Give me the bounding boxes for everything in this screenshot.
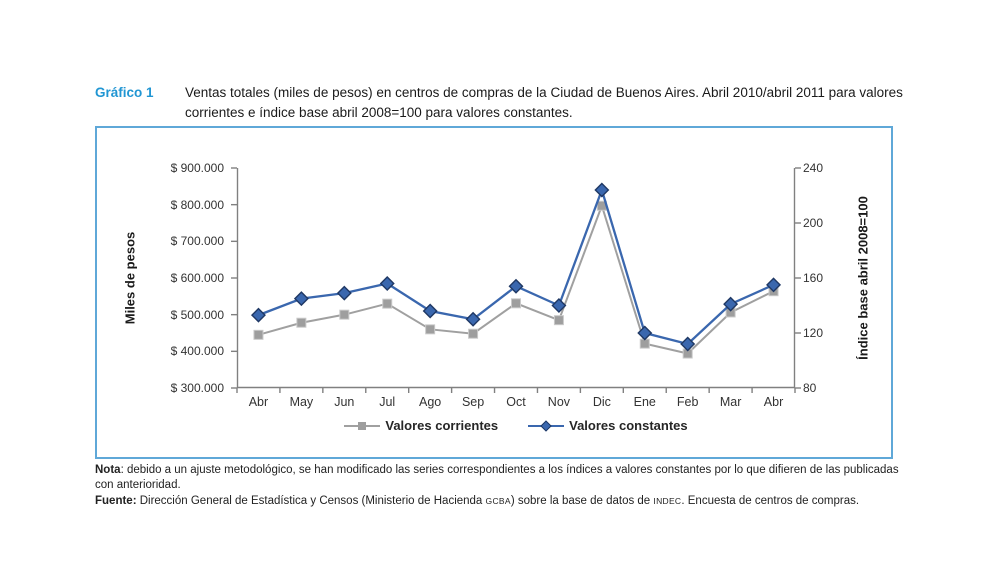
x-axis-tick-label: Jun: [334, 395, 355, 409]
diamond-marker-icon: [336, 285, 352, 301]
y-axis-tick-label: $ 800.000: [170, 197, 224, 212]
square-marker-icon: [339, 309, 350, 320]
y2-axis-tick-label: 120: [803, 326, 824, 340]
y-axis-tick-label: $ 700.000: [170, 234, 224, 249]
square-marker-icon: [344, 420, 381, 432]
square-marker-icon: [468, 328, 479, 339]
x-axis-tick-label: Abr: [763, 395, 784, 409]
x-axis-tick-label: Sep: [461, 395, 485, 409]
footnotes: Nota: debido a un ajuste metodológico, s…: [95, 463, 909, 509]
x-axis-tick-label: Nov: [547, 395, 571, 409]
square-marker-icon: [425, 324, 436, 335]
note-line: Nota: debido a un ajuste metodológico, s…: [95, 463, 909, 494]
diamond-marker-icon: [594, 182, 610, 198]
chart-legend: Valores corrientes Valores constantes: [237, 418, 795, 433]
diamond-marker-icon: [465, 311, 481, 327]
square-marker-icon: [553, 315, 564, 326]
diamond-marker-icon: [723, 296, 739, 312]
figure-header: Gráfico 1 Ventas totales (miles de pesos…: [95, 83, 907, 122]
gcba-smallcaps: GCBA: [485, 495, 511, 506]
diamond-marker-icon: [379, 276, 395, 291]
x-axis-tick-label: Mar: [719, 395, 742, 409]
y2-axis-tick-label: 240: [803, 161, 824, 175]
square-marker-icon: [511, 298, 521, 309]
x-axis-tick-label: Ene: [633, 395, 656, 409]
figure-title: Ventas totales (miles de pesos) en centr…: [185, 85, 903, 120]
legend-label: Valores corrientes: [385, 418, 499, 433]
x-axis-tick-label: Oct: [506, 395, 526, 409]
source-text: Dirección General de Estadística y Censo…: [136, 494, 486, 507]
y2-axis-tick-label: 160: [803, 271, 824, 285]
source-label: Fuente:: [95, 494, 137, 507]
chart-panel: Miles de pesos Índice base abril 2008=10…: [95, 126, 893, 459]
legend-label: Valores constantes: [569, 418, 688, 433]
diamond-marker-icon: [293, 291, 309, 307]
legend-item-corrientes: Valores corrientes: [344, 418, 498, 433]
diamond-marker-icon: [422, 303, 438, 319]
x-axis-tick-label: Feb: [676, 395, 699, 409]
source-line: Fuente: Dirección General de Estadística…: [95, 494, 909, 509]
diamond-marker-icon: [528, 419, 565, 432]
y-axis-tick-label: $ 400.000: [170, 344, 224, 359]
square-marker-icon: [382, 298, 393, 309]
diamond-marker-icon: [551, 298, 567, 313]
plot-area: [231, 167, 801, 393]
left-axis-title: Miles de pesos: [122, 231, 138, 325]
x-axis-tick-label: Jul: [379, 395, 396, 409]
series-line-constantes: [258, 186, 775, 346]
diamond-marker-icon: [637, 325, 653, 341]
x-axis-tick-label: Dic: [592, 395, 611, 409]
square-marker-icon: [296, 317, 307, 328]
x-axis-tick-label: Abr: [248, 395, 269, 409]
diamond-marker-icon: [508, 278, 524, 294]
legend-item-constantes: Valores constantes: [528, 418, 688, 433]
y-axis-tick-label: $ 900.000: [170, 161, 224, 175]
diamond-marker-icon: [680, 336, 696, 352]
source-text: . Encuesta de centros de compras.: [681, 494, 860, 507]
diamond-marker-icon: [766, 277, 782, 293]
indec-smallcaps: INDEC: [653, 495, 682, 506]
note-text: : debido a un ajuste metodológico, se ha…: [95, 464, 899, 492]
right-axis-title: Índice base abril 2008=100: [855, 196, 871, 360]
source-text: ) sobre la base de datos de: [510, 494, 654, 507]
y-axis-tick-label: $ 300.000: [170, 381, 224, 395]
x-axis-tick-label: Ago: [419, 395, 442, 409]
y-axis-tick-label: $ 500.000: [170, 307, 224, 322]
x-axis-tick-label: May: [289, 395, 314, 409]
figure-label: Gráfico 1: [95, 85, 154, 100]
square-marker-icon: [253, 329, 264, 340]
diamond-marker-icon: [250, 307, 266, 323]
y2-axis-tick-label: 200: [803, 216, 824, 230]
y-axis-tick-label: $ 600.000: [170, 271, 224, 285]
y2-axis-tick-label: 80: [803, 381, 817, 395]
note-label: Nota: [95, 464, 121, 476]
